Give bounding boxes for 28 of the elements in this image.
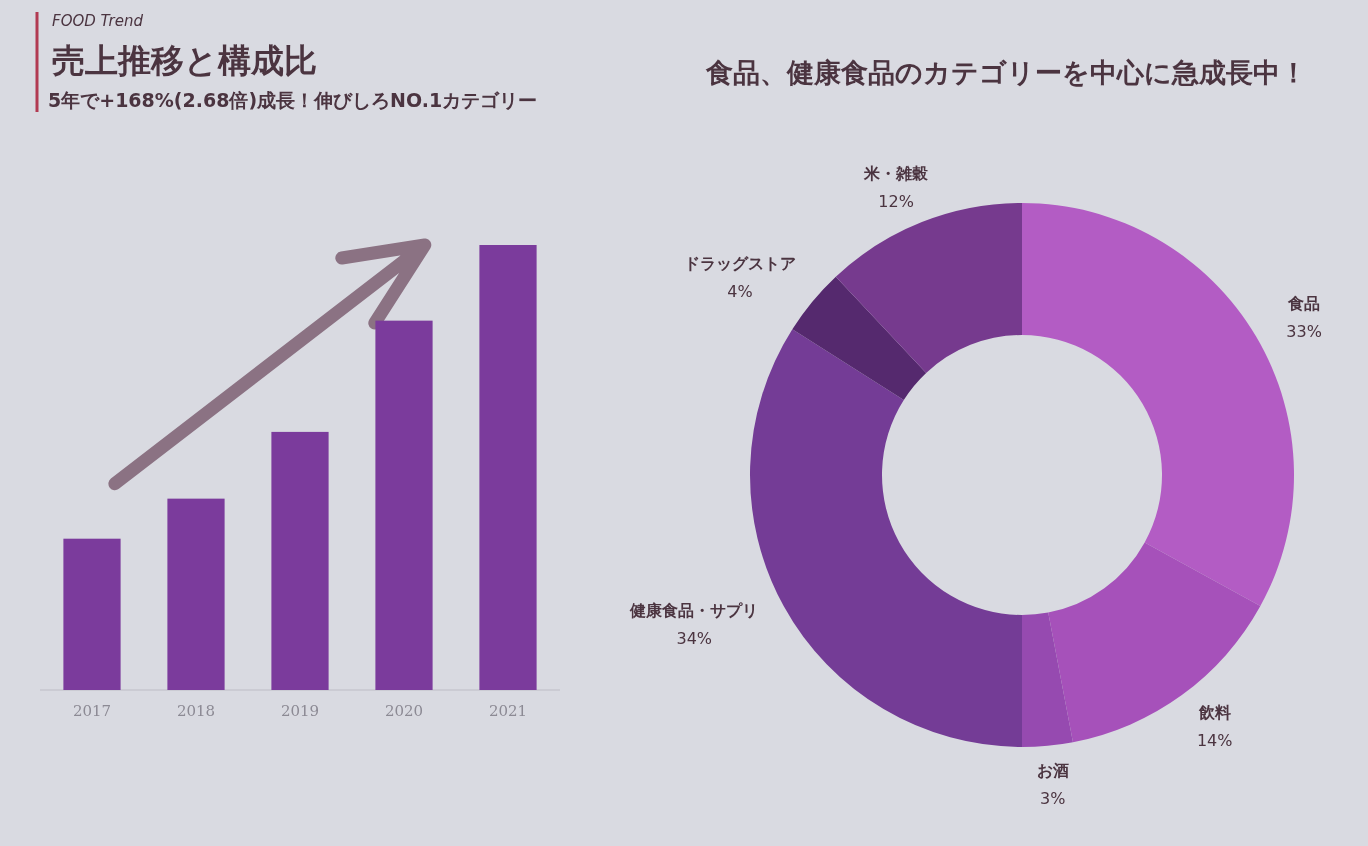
x-tick-label: 2020 xyxy=(384,702,424,720)
data-label: 3% xyxy=(1039,788,1066,808)
slice-label: ドラッグストア xyxy=(683,254,796,274)
donut-slice xyxy=(792,276,927,400)
donut-slice xyxy=(1022,612,1073,747)
bar xyxy=(375,320,433,690)
data-label: 33% xyxy=(1286,322,1322,342)
data-label: 14% xyxy=(1196,730,1233,750)
x-tick-label: 2017 xyxy=(72,702,112,720)
bar xyxy=(271,431,329,690)
data-label: 12% xyxy=(878,191,914,211)
slice-label: お酒 xyxy=(1036,760,1069,780)
bar xyxy=(479,245,537,690)
chart-subtitle: 5年で+168%(2.68倍)成長！伸びしろNO.1カテゴリー xyxy=(48,89,538,111)
data-label: 4% xyxy=(727,282,753,302)
bar xyxy=(63,538,121,690)
slice-label: 飲料 xyxy=(1197,702,1231,722)
x-tick-label: 2018 xyxy=(176,702,216,720)
x-tick-label: 2021 xyxy=(488,702,528,720)
chart-title: 食品、健康食品のカテゴリーを中心に急成長中！ xyxy=(705,57,1307,88)
slice-label: 米・雑穀 xyxy=(863,163,930,183)
chart-title: 売上推移と構成比 xyxy=(52,41,317,80)
slice-label: 健康食品・サプリ xyxy=(629,601,759,621)
data-label: 34% xyxy=(676,629,713,649)
x-tick-label: 2019 xyxy=(280,702,320,720)
slice-label: 食品 xyxy=(1287,294,1321,314)
text: FOOD Trend xyxy=(52,12,144,30)
bar xyxy=(167,498,225,690)
